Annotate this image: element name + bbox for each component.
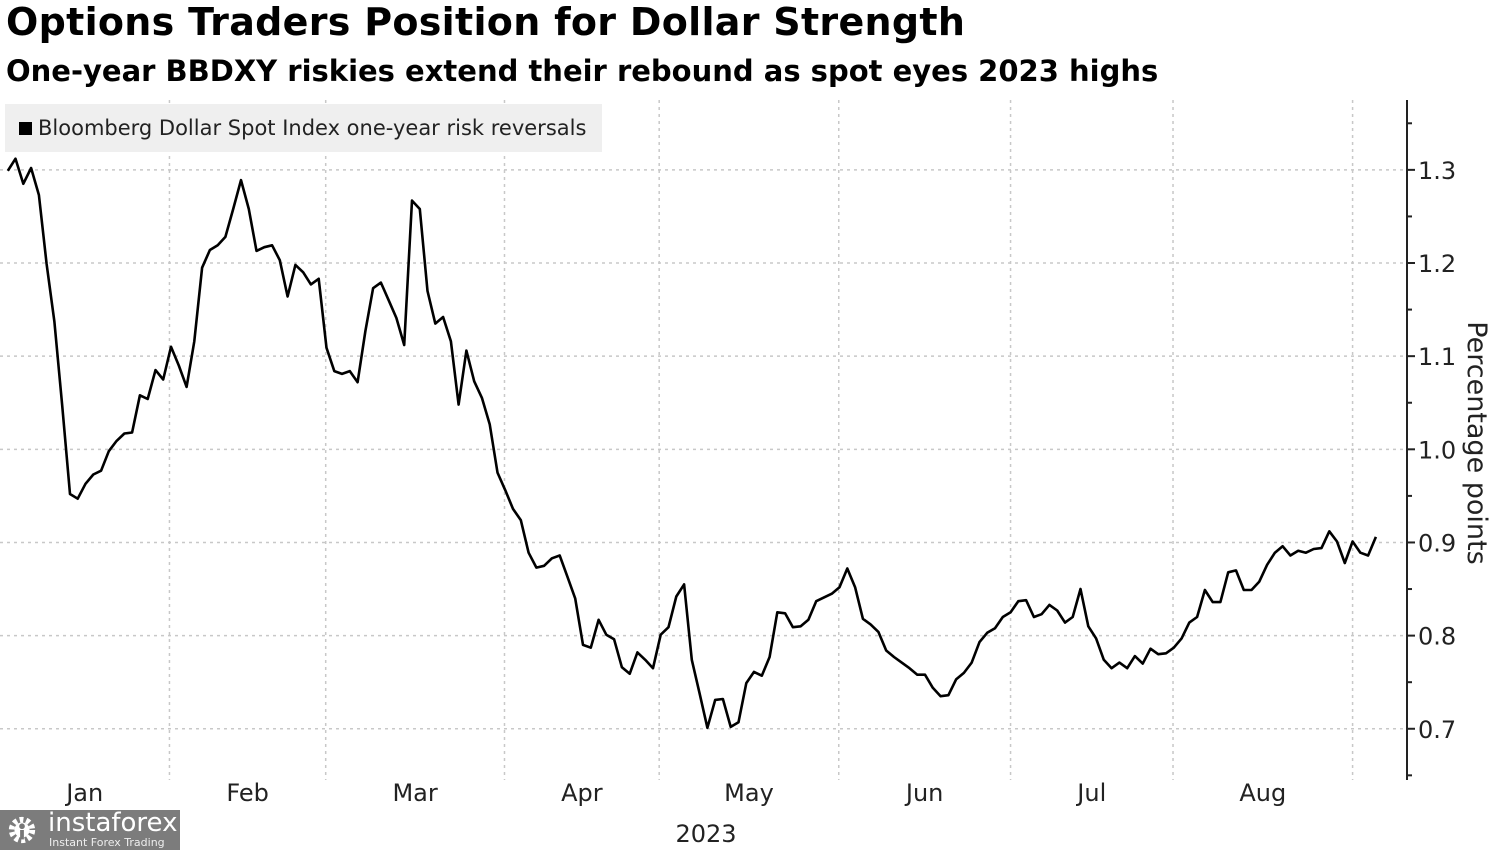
gridlines bbox=[0, 100, 1407, 780]
x-tick-label: Feb bbox=[226, 779, 269, 807]
x-tick-label: Jan bbox=[64, 779, 103, 807]
y-tick-label: 0.9 bbox=[1418, 529, 1456, 557]
watermark-name: instaforex bbox=[48, 808, 178, 838]
x-tick-label: Aug bbox=[1239, 779, 1286, 807]
x-tick-label: Jun bbox=[904, 779, 944, 807]
y-tick-label: 0.7 bbox=[1418, 716, 1456, 744]
chart-subtitle: One-year BBDXY riskies extend their rebo… bbox=[6, 54, 1159, 88]
series-layer bbox=[6, 157, 1378, 730]
legend-swatch bbox=[19, 121, 32, 135]
chart-title: Options Traders Position for Dollar Stre… bbox=[6, 0, 966, 44]
x-tick-label: Jul bbox=[1075, 779, 1106, 807]
y-axis-title: Percentage points bbox=[1461, 321, 1492, 564]
y-tick-label: 1.0 bbox=[1418, 436, 1456, 464]
x-tick-label: Apr bbox=[561, 779, 603, 807]
legend-label: Bloomberg Dollar Spot Index one-year ris… bbox=[38, 116, 587, 140]
gear-logo-icon bbox=[8, 816, 36, 844]
x-axis-title: 2023 bbox=[675, 820, 736, 848]
y-tick-label: 1.2 bbox=[1418, 250, 1456, 278]
y-axis: 0.7 0.8 0.9 1.0 1.1 1.2 1.3 bbox=[1406, 100, 1456, 780]
watermark-logo: instaforex Instant Forex Trading bbox=[0, 810, 180, 850]
series-line bbox=[6, 157, 1378, 730]
y-tick-label: 0.8 bbox=[1418, 623, 1456, 651]
x-tick-label: May bbox=[724, 779, 774, 807]
y-tick-label: 1.1 bbox=[1418, 343, 1456, 371]
x-axis-labels: Jan Feb Mar Apr May Jun Jul Aug bbox=[64, 779, 1286, 807]
y-tick-label: 1.3 bbox=[1418, 157, 1456, 185]
x-tick-label: Mar bbox=[392, 779, 437, 807]
watermark-tagline: Instant Forex Trading bbox=[49, 836, 165, 849]
legend: Bloomberg Dollar Spot Index one-year ris… bbox=[5, 104, 602, 152]
